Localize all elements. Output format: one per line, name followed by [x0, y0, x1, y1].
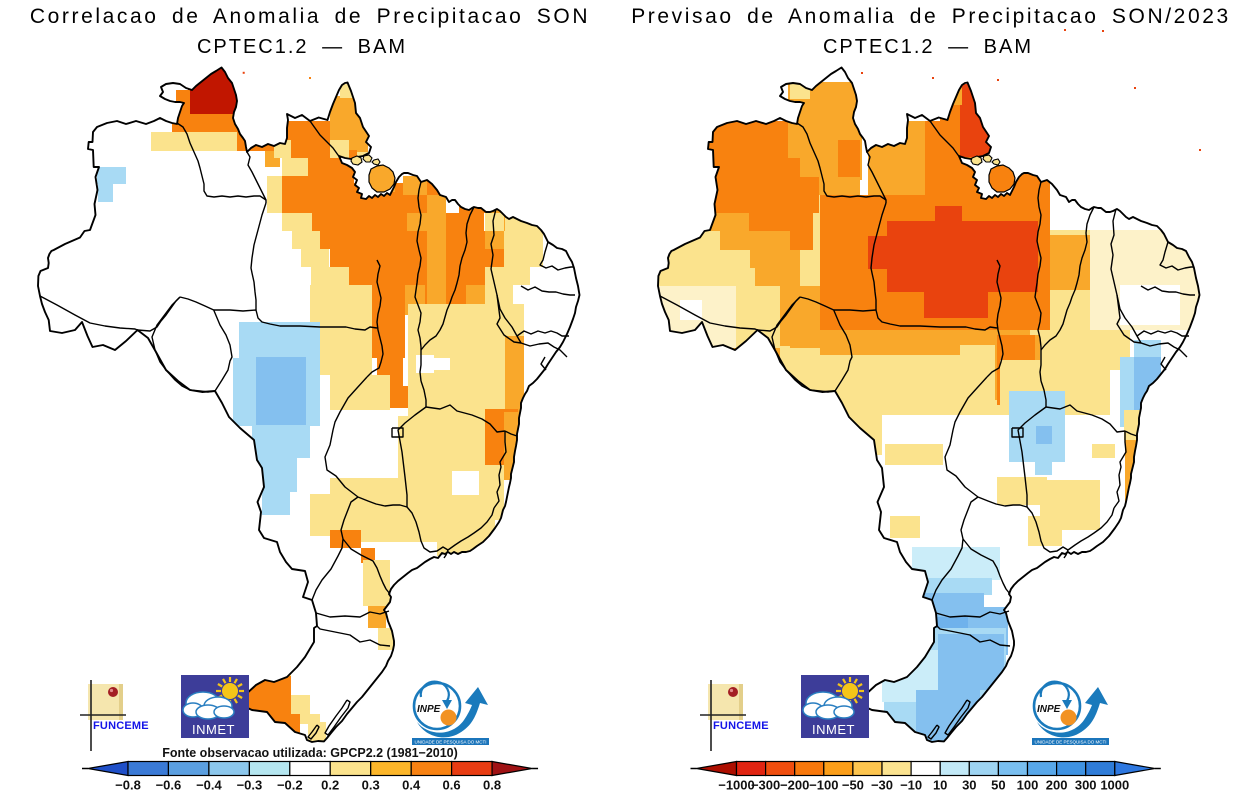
- svg-text:0.4: 0.4: [402, 778, 421, 793]
- svg-text:−0.6: −0.6: [156, 778, 182, 793]
- svg-text:30: 30: [962, 778, 976, 793]
- svg-text:0.6: 0.6: [443, 778, 461, 793]
- svg-text:0.2: 0.2: [321, 778, 339, 793]
- svg-text:10: 10: [933, 778, 947, 793]
- svg-text:−0.2: −0.2: [277, 778, 303, 793]
- svg-text:−0.4: −0.4: [196, 778, 222, 793]
- svg-text:200: 200: [1046, 778, 1068, 793]
- svg-text:300: 300: [1075, 778, 1097, 793]
- svg-text:UNIDADE DE PESQUISA DO MCTI: UNIDADE DE PESQUISA DO MCTI: [414, 740, 486, 745]
- svg-text:CPTEC1.2 — BAM: CPTEC1.2 — BAM: [823, 36, 1033, 58]
- svg-text:−0.3: −0.3: [237, 778, 263, 793]
- svg-text:−0.8: −0.8: [115, 778, 141, 793]
- svg-text:0.8: 0.8: [483, 778, 501, 793]
- svg-text:−300: −300: [751, 778, 780, 793]
- svg-text:CPTEC1.2 — BAM: CPTEC1.2 — BAM: [197, 36, 407, 58]
- svg-text:100: 100: [1017, 778, 1039, 793]
- svg-text:−1000: −1000: [718, 778, 755, 793]
- svg-text:0.3: 0.3: [362, 778, 380, 793]
- svg-text:INMET: INMET: [812, 722, 855, 737]
- svg-text:Previsao de Anomalia de Precip: Previsao de Anomalia de Precipitacao SON…: [631, 5, 1231, 28]
- svg-text:INPE: INPE: [417, 704, 441, 715]
- svg-text:−10: −10: [900, 778, 922, 793]
- svg-text:FUNCEME: FUNCEME: [93, 720, 149, 732]
- svg-text:−100: −100: [809, 778, 838, 793]
- svg-text:Correlacao de Anomalia de Prec: Correlacao de Anomalia de Precipitacao S…: [30, 5, 590, 28]
- svg-text:−200: −200: [780, 778, 809, 793]
- svg-text:50: 50: [991, 778, 1005, 793]
- svg-text:INMET: INMET: [192, 722, 235, 737]
- svg-text:Fonte observacao utilizada: GP: Fonte observacao utilizada: GPCP2.2 (198…: [162, 746, 458, 760]
- svg-text:1000: 1000: [1100, 778, 1129, 793]
- svg-text:−50: −50: [842, 778, 864, 793]
- svg-text:−30: −30: [871, 778, 893, 793]
- svg-text:UNIDADE DE PESQUISA DO MCTI: UNIDADE DE PESQUISA DO MCTI: [1034, 740, 1106, 745]
- svg-text:INPE: INPE: [1037, 704, 1061, 715]
- svg-text:FUNCEME: FUNCEME: [713, 720, 769, 732]
